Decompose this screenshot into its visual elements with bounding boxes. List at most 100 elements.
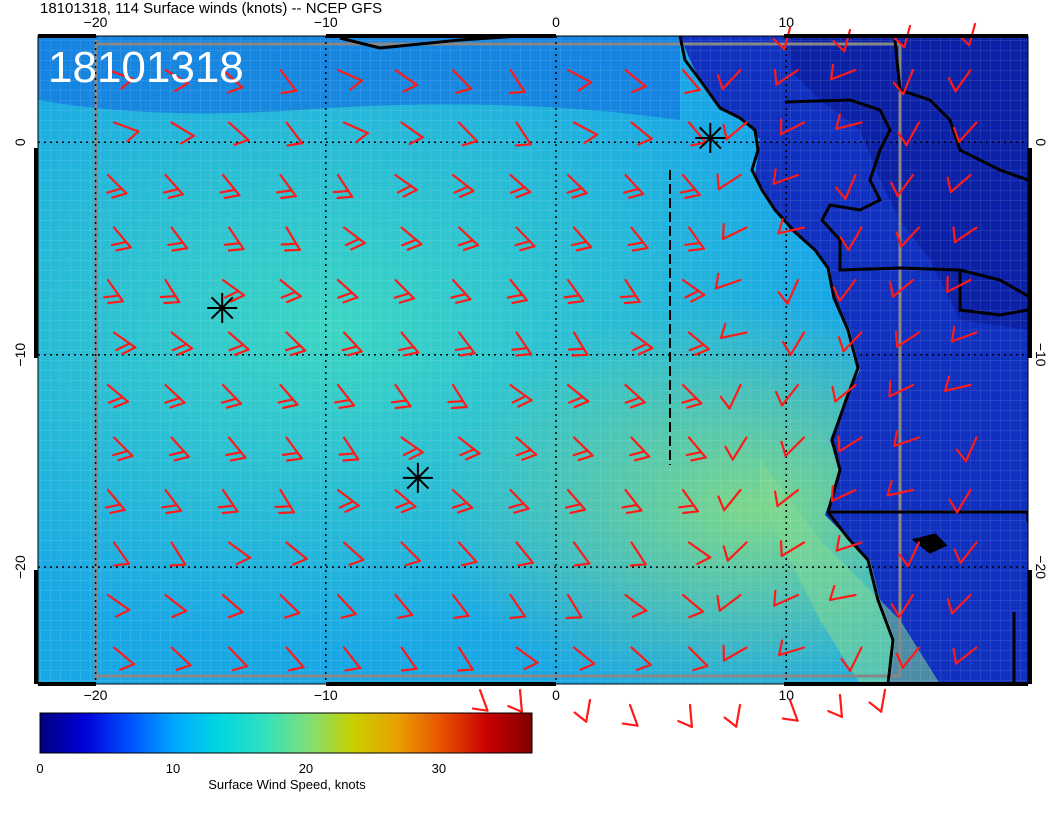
wind-barb [159, 278, 181, 305]
lat-ticks-right: 0 −10 −20 [1033, 138, 1049, 579]
wind-barb [837, 435, 863, 453]
wind-barb [170, 331, 194, 356]
wind-barb [280, 226, 301, 252]
colorbar-gradient [39, 712, 533, 754]
wind-barb [112, 541, 131, 567]
wind-barb [678, 488, 700, 515]
wind-barb [164, 68, 189, 93]
wind-barb [106, 68, 134, 90]
wind-barb [104, 488, 126, 515]
wind-barb [774, 383, 800, 407]
wind-barb [508, 488, 530, 514]
wind-barb [716, 68, 742, 91]
colorbar: 0 10 20 30 Surface Wind Speed, knots [36, 712, 533, 792]
colorbar-ticks: 0 10 20 30 [36, 761, 446, 776]
wind-barb [724, 436, 748, 461]
wind-barb [457, 226, 480, 252]
wind-barb [279, 278, 302, 304]
wind-barb [719, 383, 742, 410]
wind-barb [717, 488, 742, 512]
wind-barb [946, 275, 972, 293]
wind-barb [952, 646, 978, 665]
graticule [38, 36, 1028, 684]
wind-barb [572, 541, 591, 567]
wind-barb [565, 593, 583, 620]
lat-tick-label: 0 [1033, 138, 1049, 146]
wind-barb [398, 331, 420, 357]
wind-barb [681, 593, 705, 619]
wind-barb [888, 380, 915, 398]
wind-barb [832, 28, 852, 53]
wind-barb [566, 383, 590, 409]
wind-barb [953, 121, 978, 143]
wind-barb [714, 272, 742, 290]
wind-barb [400, 646, 418, 672]
wind-barb [227, 646, 249, 672]
wind-barb [677, 703, 694, 729]
wind-barb [780, 436, 806, 457]
wind-barb [566, 173, 588, 199]
wind-barb [285, 646, 305, 672]
wind-barb [772, 26, 792, 51]
wind-barb [681, 383, 703, 409]
colorbar-label: Surface Wind Speed, knots [208, 777, 366, 792]
wind-barb [162, 173, 184, 199]
wind-barb [103, 278, 125, 305]
wind-barb [164, 593, 188, 619]
wind-barb [773, 488, 800, 508]
wind-barb [781, 331, 806, 356]
wind-barb [451, 173, 475, 199]
wind-barb [285, 331, 307, 357]
lon-tick-label: 0 [552, 14, 560, 30]
wind-barb [279, 68, 298, 95]
wind-barb [277, 383, 299, 409]
wind-barb [217, 488, 239, 515]
wind-barb [840, 646, 863, 672]
colorbar-tick-label: 0 [36, 761, 43, 776]
wind-barb [723, 703, 742, 728]
wind-barb [506, 278, 528, 305]
colorbar-tick-label: 30 [432, 761, 446, 776]
wind-barb [624, 593, 648, 618]
lat-tick-label: −20 [12, 555, 28, 579]
fine-grid-overlay [38, 36, 1028, 684]
wind-barb [338, 436, 360, 462]
wind-barb [947, 68, 972, 93]
wind-barb [514, 121, 532, 147]
wind-barb [681, 278, 706, 303]
wind-barb [572, 121, 599, 144]
wind-barb [624, 383, 646, 409]
marker-1 [207, 292, 238, 323]
lat-tick-label: −10 [1033, 343, 1049, 367]
wind-barb [886, 480, 915, 497]
wind-barb [621, 703, 639, 727]
wind-barb [281, 436, 303, 462]
wind-barb [336, 68, 363, 91]
wind-barb [161, 488, 183, 515]
map-panel [38, 36, 1028, 684]
lon-tick-label: 0 [552, 687, 560, 703]
marker-2 [402, 462, 433, 493]
wind-barb [106, 383, 130, 409]
wind-barb [839, 226, 863, 252]
figure-title: 18101318, 114 Surface winds (knots) -- N… [40, 0, 382, 17]
wind-barb [225, 436, 247, 462]
wind-barb [219, 173, 241, 200]
wind-barb [630, 646, 652, 671]
wind-barb [285, 121, 304, 147]
lon-ticks-bottom: −20 −10 0 10 [84, 687, 795, 703]
wind-barb [394, 593, 414, 620]
wind-barb [830, 485, 857, 503]
wind-barb [831, 383, 857, 403]
wind-barb [832, 278, 857, 302]
border-1 [784, 98, 1028, 298]
wind-barb [946, 173, 972, 194]
wind-barb [509, 383, 533, 408]
wind-barb [890, 173, 915, 198]
wind-barb [722, 121, 748, 141]
wind-barb [828, 584, 857, 602]
wind-barb [895, 646, 921, 669]
wind-barb [890, 593, 915, 619]
wind-barb [888, 278, 915, 298]
